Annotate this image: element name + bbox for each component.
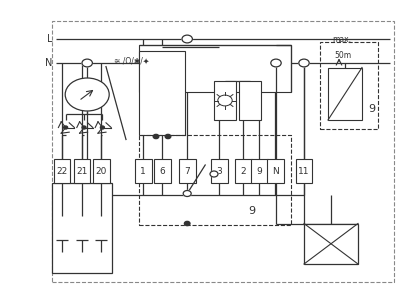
- Text: 2: 2: [240, 167, 246, 176]
- Circle shape: [64, 126, 68, 129]
- Circle shape: [299, 59, 309, 67]
- Bar: [267, 159, 284, 183]
- Bar: [54, 159, 70, 183]
- Circle shape: [182, 35, 192, 43]
- Bar: [179, 159, 196, 183]
- Text: 7: 7: [184, 167, 190, 176]
- Bar: [154, 159, 171, 183]
- Text: 3: 3: [216, 167, 222, 176]
- Circle shape: [82, 126, 86, 129]
- Bar: [214, 81, 236, 120]
- Text: N: N: [45, 58, 52, 68]
- Circle shape: [82, 59, 92, 67]
- Circle shape: [153, 134, 159, 139]
- Text: 1: 1: [140, 167, 146, 176]
- Circle shape: [271, 59, 281, 67]
- Bar: [93, 159, 110, 183]
- Text: 50m: 50m: [334, 51, 351, 60]
- Text: 21: 21: [76, 167, 88, 176]
- Bar: [235, 159, 252, 183]
- Bar: [328, 68, 362, 120]
- Bar: [52, 21, 394, 282]
- Bar: [139, 51, 185, 135]
- Circle shape: [183, 190, 191, 196]
- Text: 22: 22: [56, 167, 68, 176]
- Text: ≋ /O/✱/✦: ≋ /O/✱/✦: [114, 57, 149, 66]
- Text: 9: 9: [248, 206, 255, 217]
- Bar: [74, 159, 90, 183]
- Circle shape: [218, 95, 232, 106]
- Circle shape: [165, 134, 171, 139]
- Bar: [239, 81, 261, 120]
- Circle shape: [65, 78, 109, 111]
- Bar: [211, 159, 228, 183]
- Circle shape: [100, 126, 104, 129]
- Bar: [139, 45, 291, 92]
- Text: L: L: [46, 34, 52, 44]
- Bar: [296, 159, 312, 183]
- Text: 9: 9: [256, 167, 262, 176]
- Text: max.: max.: [332, 34, 351, 43]
- Circle shape: [184, 221, 190, 226]
- Text: 6: 6: [160, 167, 165, 176]
- Bar: [320, 42, 378, 129]
- Bar: [304, 224, 358, 264]
- Text: N: N: [272, 167, 278, 176]
- Bar: [135, 159, 152, 183]
- Bar: [139, 135, 291, 225]
- Bar: [52, 183, 112, 273]
- Text: 11: 11: [298, 167, 310, 176]
- Text: 20: 20: [96, 167, 107, 176]
- Bar: [251, 159, 268, 183]
- Circle shape: [210, 171, 218, 177]
- Text: 9: 9: [368, 104, 375, 115]
